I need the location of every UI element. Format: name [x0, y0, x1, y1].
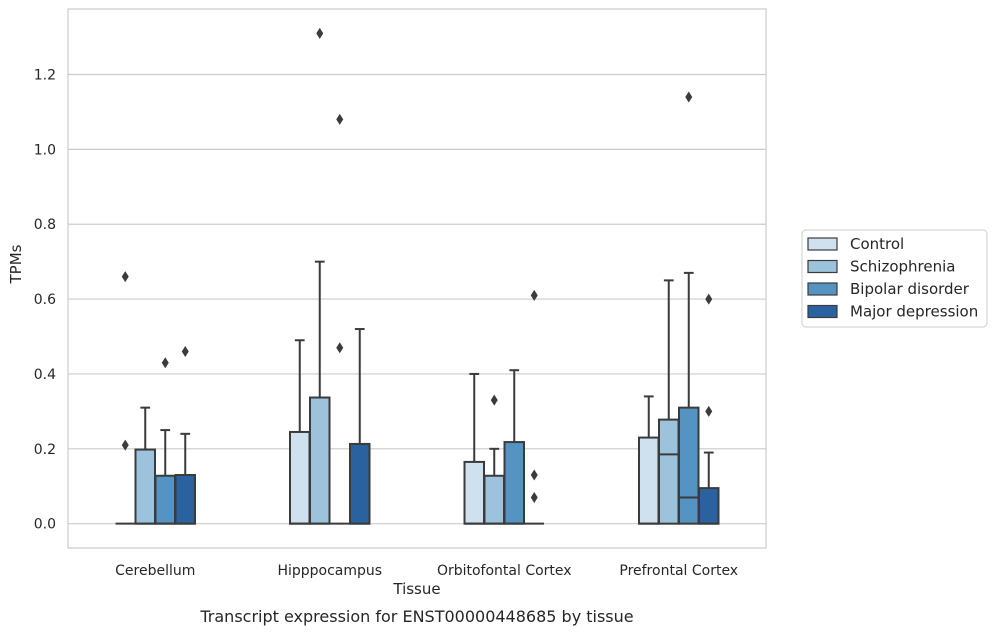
x-axis-ticks: Cerebellum Hipppocampus Orbitofontal Corte…	[115, 563, 738, 579]
box-bipolar-disorder	[154, 357, 176, 525]
outlier-point	[181, 345, 189, 357]
outlier-point	[161, 357, 169, 369]
box-schizophrenia	[134, 406, 156, 525]
legend-swatch	[807, 304, 838, 319]
y-tick-label: 0.4	[34, 367, 56, 383]
box-control	[289, 339, 311, 525]
y-tick-label: 1.0	[34, 142, 56, 158]
outlier-point	[530, 491, 538, 503]
outlier-point	[685, 91, 693, 103]
box-groups	[115, 27, 720, 525]
y-tick-label: 0.6	[34, 292, 56, 308]
outlier-point	[530, 469, 538, 481]
box	[154, 474, 176, 525]
box-bipolar-disorder	[678, 91, 700, 525]
legend-entry-label: Schizophrenia	[850, 258, 955, 276]
box-bipolar-disorder	[330, 113, 350, 525]
box	[483, 474, 505, 525]
outlier-point	[490, 394, 498, 406]
box-major-depression	[349, 328, 371, 525]
box	[658, 418, 680, 525]
y-axis-label: TPMs	[7, 244, 25, 284]
box	[503, 441, 525, 525]
box	[134, 448, 156, 525]
outlier-point	[336, 342, 344, 354]
box	[309, 396, 331, 525]
box	[174, 474, 196, 525]
legend-entry-label: Major depression	[850, 303, 978, 321]
box-bipolar-disorder	[503, 369, 525, 525]
legend-swatch	[807, 282, 838, 296]
box	[698, 487, 720, 525]
legend-entry-label: Control	[850, 235, 904, 253]
box-major-depression	[698, 293, 720, 525]
y-tick-label: 0.2	[34, 442, 56, 458]
box-control	[638, 395, 660, 525]
box	[349, 442, 371, 525]
box	[678, 406, 700, 525]
legend-swatch	[807, 259, 838, 274]
plot-frame	[67, 8, 767, 549]
box-schizophrenia	[309, 27, 331, 525]
x-axis-label: Tissue	[392, 580, 440, 598]
box	[463, 460, 485, 525]
outlier-point	[121, 439, 129, 451]
outlier-point	[316, 27, 324, 39]
box-schizophrenia	[658, 279, 680, 525]
chart-caption: Transcript expression for ENST0000044868…	[199, 607, 633, 626]
box-control	[115, 271, 135, 525]
legend-entry-label: Bipolar disorder	[850, 280, 970, 298]
box	[638, 436, 660, 525]
box	[289, 430, 311, 525]
y-tick-label: 1.2	[34, 68, 56, 84]
outlier-point	[705, 405, 713, 417]
x-tick-label: Hipppocampus	[277, 563, 382, 579]
x-tick-label: Prefrontal Cortex	[619, 563, 738, 579]
x-tick-label: Orbitofontal Cortex	[437, 563, 572, 579]
outlier-point	[336, 113, 344, 125]
box-schizophrenia	[483, 394, 505, 525]
y-tick-label: 0.0	[34, 517, 56, 533]
x-tick-label: Cerebellum	[115, 563, 195, 579]
legend-swatch	[807, 237, 838, 251]
y-tick-label: 0.8	[34, 217, 56, 233]
outlier-point	[530, 289, 538, 301]
box-major-depression	[174, 345, 196, 525]
outlier-point	[705, 293, 713, 305]
legend: Control Schizophrenia Bipolar disorder Majo…	[801, 229, 988, 328]
legend-frame	[801, 229, 988, 328]
box-major-depression	[524, 289, 544, 525]
outlier-point	[121, 271, 129, 283]
y-axis-ticks: 0.0 0.2 0.4 0.6 0.8 1.0 1.2	[34, 68, 56, 533]
